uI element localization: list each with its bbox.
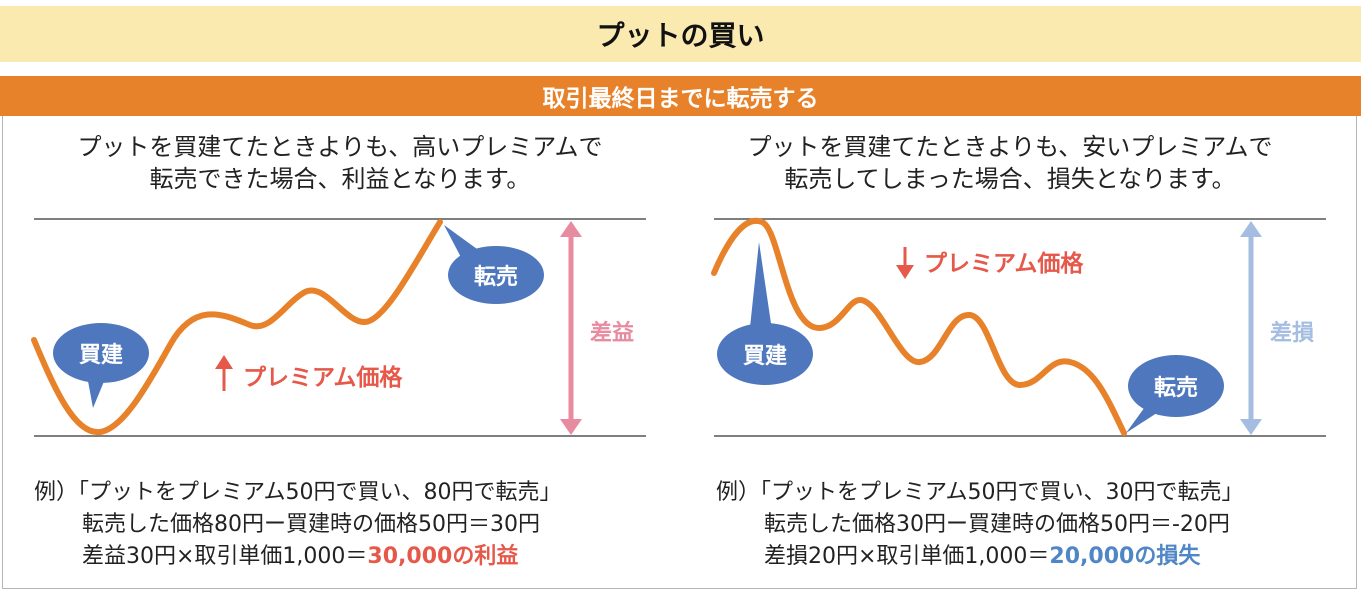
loss-description-line1: プットを買建てたときよりも、安いプレミアムで: [747, 133, 1273, 161]
profit-example-line1: 例）「プットをプレミアム50円で買い、80円で転売」: [34, 480, 562, 505]
profit-example-line3: 差益30円×取引単価1,000＝30,000の利益: [34, 541, 561, 573]
buy-callout-label: 買建: [743, 344, 787, 369]
loss-diff-label: 差損: [1270, 320, 1315, 346]
premium-price-label-up: プレミアム価格: [243, 364, 403, 391]
premium-price-curve: [711, 217, 1127, 436]
loss-example-calc: 差損20円×取引単価1,000＝: [764, 544, 1050, 569]
page-title: プットの買い: [0, 6, 1361, 62]
sell-callout-label: 転売: [1154, 375, 1198, 401]
profit-diagram: 買建 転売 プレミアム価格 差益: [31, 218, 646, 437]
profit-description-line2: 転売できた場合、利益となります。: [149, 165, 531, 193]
profit-range-arrow: [560, 221, 582, 435]
section-header: 取引最終日までに転売する: [0, 76, 1361, 116]
loss-example: 例）「プットをプレミアム50円で買い、30円で転売」 転売した価格30円ー買建時…: [716, 477, 1243, 573]
profit-description: プットを買建てたときよりも、高いプレミアムで 転売できた場合、利益となります。: [30, 131, 650, 195]
profit-description-line1: プットを買建てたときよりも、高いプレミアムで: [77, 133, 603, 161]
buy-callout-pointer: [749, 242, 773, 337]
loss-range-arrow: [1240, 221, 1262, 435]
content-panel: [2, 76, 1357, 589]
loss-result: 20,000の損失: [1049, 544, 1201, 569]
premium-price-label-down: プレミアム価格: [924, 250, 1084, 277]
profit-result: 30,000の利益: [367, 544, 519, 569]
loss-example-line1: 例）「プットをプレミアム50円で買い、30円で転売」: [716, 480, 1244, 505]
sell-callout-bubble: [448, 246, 544, 304]
up-arrow-icon: [215, 355, 233, 391]
buy-callout: 買建: [53, 323, 149, 408]
profit-example-line2: 転売した価格80円ー買建時の価格50円＝30円: [82, 512, 540, 537]
loss-diagram: 買建 転売 プレミアム価格 差損: [711, 217, 1326, 437]
buy-callout-label: 買建: [79, 343, 123, 368]
profit-diff-label: 差益: [590, 320, 634, 346]
sell-callout-bubble: [1128, 355, 1224, 417]
down-arrow-icon: [896, 247, 914, 279]
buy-callout-bubble: [717, 323, 813, 385]
sell-callout: 転売: [1126, 355, 1224, 433]
sell-callout: 転売: [444, 225, 544, 304]
sell-callout-label: 転売: [474, 264, 518, 290]
buy-callout-bubble: [53, 323, 149, 383]
loss-example-line3: 差損20円×取引単価1,000＝20,000の損失: [716, 541, 1243, 573]
profit-example-calc: 差益30円×取引単価1,000＝: [82, 544, 368, 569]
loss-description: プットを買建てたときよりも、安いプレミアムで 転売してしまった場合、損失となりま…: [690, 131, 1330, 195]
loss-example-line2: 転売した価格30円ー買建時の価格50円＝-20円: [764, 512, 1230, 537]
premium-price-curve: [31, 219, 443, 436]
loss-description-line2: 転売してしまった場合、損失となります。: [784, 165, 1236, 193]
profit-example: 例）「プットをプレミアム50円で買い、80円で転売」 転売した価格80円ー買建時…: [34, 477, 561, 573]
buy-callout: 買建: [717, 242, 813, 385]
